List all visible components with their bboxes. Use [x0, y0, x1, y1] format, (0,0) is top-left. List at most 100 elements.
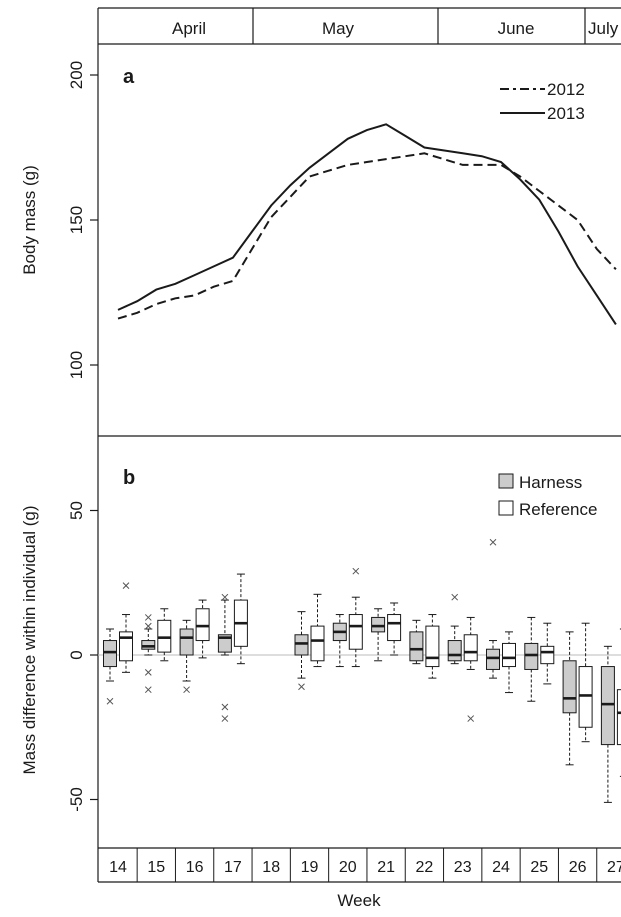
month-label-april: April — [172, 19, 206, 38]
panel-a-lines — [117, 123, 617, 325]
box-reference-week-22 — [425, 614, 440, 679]
box-harness-week-15 — [141, 614, 156, 694]
outlier-marker — [221, 593, 229, 601]
box-body — [502, 642, 516, 668]
panel-b-legend: Harness Reference — [498, 473, 597, 519]
y-tick-label-150: 150 — [67, 206, 86, 234]
box-reference-week-17 — [233, 573, 248, 665]
panel-a-y-axis-title: Body mass (g) — [20, 165, 39, 275]
y-tick-label-200: 200 — [67, 61, 86, 89]
box-harness-week-27 — [600, 645, 615, 803]
outlier-marker — [352, 567, 360, 575]
box-reference-week-20 — [348, 567, 363, 668]
legend-swatch-reference — [498, 500, 514, 516]
y-tick-label--50: -50 — [67, 787, 86, 812]
box-body — [578, 666, 593, 728]
box-harness-week-19 — [294, 611, 309, 691]
legend-swatch-harness — [498, 473, 514, 489]
week-label-15: 15 — [147, 859, 165, 876]
y-tick-label-0: 0 — [67, 650, 86, 659]
panel-a-legend: 2012 2013 — [500, 80, 585, 123]
outlier-marker — [298, 683, 305, 691]
week-label-23: 23 — [454, 859, 472, 876]
week-label-25: 25 — [530, 859, 548, 876]
box-body — [486, 648, 500, 670]
box-body — [294, 634, 309, 656]
panel-b-boxes — [103, 538, 621, 803]
box-harness-week-17 — [217, 593, 232, 722]
week-label-26: 26 — [569, 859, 587, 876]
outlier-marker — [144, 686, 152, 694]
box-body — [310, 625, 325, 662]
box-body — [425, 625, 440, 668]
outlier-marker — [144, 614, 152, 621]
outlier-marker — [451, 593, 459, 601]
y-tick-label-100: 100 — [67, 351, 86, 379]
box-harness-week-22 — [409, 619, 424, 665]
box-body — [524, 642, 539, 670]
box-harness-week-20 — [332, 614, 347, 668]
box-harness-week-21 — [371, 608, 386, 662]
legend-label-reference: Reference — [519, 500, 597, 519]
legend-label-2012: 2012 — [547, 80, 585, 99]
outlier-marker — [122, 582, 130, 589]
panel-a-y-axis: 100 150 200 — [67, 61, 98, 379]
box-body — [157, 619, 172, 653]
outlier-marker — [106, 697, 114, 705]
panel-b-y-axis: -50 0 50 — [67, 501, 98, 812]
box-reference-week-24 — [502, 631, 516, 694]
outlier-marker — [467, 715, 475, 722]
box-body — [195, 608, 210, 642]
panel-b-y-axis-title: Mass difference within individual (g) — [20, 506, 39, 775]
box-body — [217, 634, 232, 653]
y-tick-label-50: 50 — [67, 501, 86, 520]
week-label-24: 24 — [492, 859, 510, 876]
box-reference-week-16 — [195, 599, 210, 659]
outlier-marker — [221, 715, 229, 722]
box-body — [371, 616, 386, 633]
week-axis: 14 15 16 17 18 19 20 21 22 23 24 25 26 27 — [97, 848, 621, 883]
panel-b-label: b — [123, 467, 135, 489]
box-body — [540, 645, 555, 665]
week-label-20: 20 — [339, 859, 357, 876]
week-label-22: 22 — [416, 859, 434, 876]
outlier-marker — [144, 668, 152, 676]
box-body — [179, 628, 194, 656]
legend-label-harness: Harness — [519, 473, 582, 492]
box-body — [463, 634, 478, 662]
box-reference-week-23 — [463, 616, 478, 722]
box-harness-week-25 — [524, 616, 539, 702]
box-harness-week-26 — [562, 631, 577, 766]
box-body — [409, 631, 424, 662]
box-harness-week-16 — [179, 619, 194, 694]
box-reference-week-14 — [119, 582, 133, 673]
outlier-marker — [144, 622, 152, 630]
outlier-marker — [489, 538, 497, 546]
box-body — [600, 666, 615, 746]
box-reference-week-21 — [387, 602, 402, 656]
panel-frames — [97, 44, 621, 849]
legend-label-2013: 2013 — [547, 104, 585, 123]
month-label-july: July — [588, 19, 619, 38]
x-axis-title: Week — [337, 891, 381, 910]
month-label-may: May — [322, 19, 355, 38]
box-body — [141, 640, 156, 650]
box-body — [562, 660, 577, 714]
series-line-2013 — [117, 123, 617, 325]
box-harness-week-24 — [486, 538, 500, 679]
box-body — [103, 640, 117, 668]
box-reference-week-27 — [616, 628, 621, 777]
box-reference-week-19 — [310, 593, 325, 668]
box-reference-week-25 — [540, 622, 555, 685]
week-label-14: 14 — [109, 859, 127, 876]
panel-a: a 100 150 200 Body mass (g) 2012 2013 — [20, 61, 617, 379]
week-label-19: 19 — [301, 859, 319, 876]
panel-a-label: a — [123, 66, 135, 88]
week-label-21: 21 — [377, 859, 395, 876]
box-harness-week-23 — [447, 593, 462, 665]
box-reference-week-15 — [157, 608, 172, 662]
box-body — [616, 689, 621, 746]
week-label-17: 17 — [224, 859, 242, 876]
box-body — [387, 614, 402, 642]
